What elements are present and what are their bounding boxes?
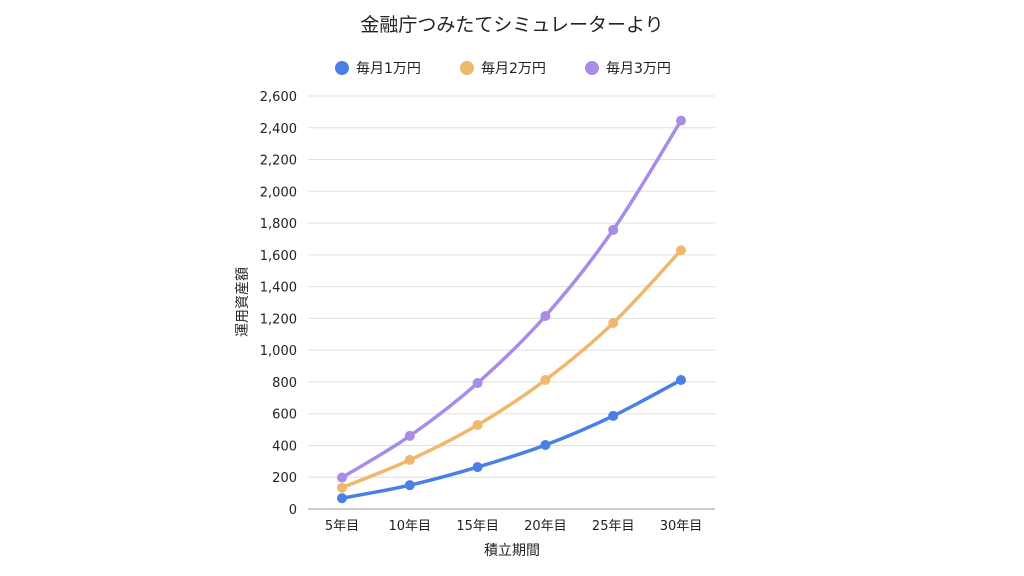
x-tick-label: 25年目: [592, 519, 635, 534]
x-axis-ticks: 5年目 10年目 15年目 20年目 25年目 30年目: [325, 519, 702, 534]
x-tick-label: 20年目: [524, 519, 567, 534]
legend-marker: [460, 61, 474, 75]
series-line: [340, 118, 683, 480]
y-tick-label: 1,800: [260, 217, 297, 232]
data-point: [676, 115, 686, 126]
legend-label: 毎月1万円: [356, 61, 421, 77]
y-tick-label: 2,400: [260, 122, 297, 137]
data-point: [404, 430, 415, 441]
y-tick-label: 2,600: [260, 90, 297, 105]
chart-title: 金融庁つみたてシミュレーターより: [360, 14, 663, 36]
series-line: [340, 378, 683, 500]
series-group: [337, 115, 686, 504]
data-point: [472, 378, 483, 389]
y-axis-label: 運用資産額: [235, 267, 251, 337]
y-tick-label: 2,200: [260, 154, 297, 169]
data-point: [337, 472, 347, 483]
y-tick-label: 2,000: [260, 185, 297, 200]
legend-label: 毎月3万円: [606, 61, 671, 77]
data-point: [472, 419, 483, 430]
data-point: [472, 462, 483, 473]
y-tick-label: 0: [289, 503, 297, 518]
y-tick-label: 200: [272, 471, 297, 486]
data-point: [608, 317, 619, 328]
grid: [308, 95, 715, 510]
y-tick-label: 800: [272, 376, 297, 391]
data-point: [540, 311, 551, 322]
data-point: [337, 482, 347, 493]
data-point: [676, 245, 686, 256]
legend-label: 毎月2万円: [481, 61, 546, 77]
data-point: [337, 493, 347, 504]
legend-marker: [335, 61, 349, 75]
x-tick-label: 15年目: [456, 519, 499, 534]
y-axis-ticks: 0 200 400 600 800 1,000 1,200 1,400 1,600 1,800 2,…: [260, 90, 297, 518]
x-tick-label: 10年目: [389, 519, 432, 534]
x-tick-label: 5年目: [325, 519, 359, 534]
data-point: [608, 224, 619, 235]
data-point: [540, 375, 551, 386]
data-point: [540, 439, 551, 450]
x-axis-label: 積立期間: [484, 543, 540, 559]
x-tick-label: 30年目: [660, 519, 703, 534]
data-point: [404, 454, 415, 465]
data-point: [676, 375, 686, 386]
data-point: [404, 480, 415, 491]
legend: 毎月1万円 毎月2万円 毎月3万円: [335, 61, 671, 77]
legend-marker: [585, 61, 599, 75]
series-line: [340, 248, 683, 490]
y-tick-label: 1,400: [260, 281, 297, 296]
data-point: [608, 410, 619, 421]
y-tick-label: 1,600: [260, 249, 297, 264]
y-tick-label: 1,000: [260, 344, 297, 359]
y-tick-label: 1,200: [260, 312, 297, 327]
y-tick-label: 400: [272, 439, 297, 454]
y-tick-label: 600: [272, 408, 297, 423]
